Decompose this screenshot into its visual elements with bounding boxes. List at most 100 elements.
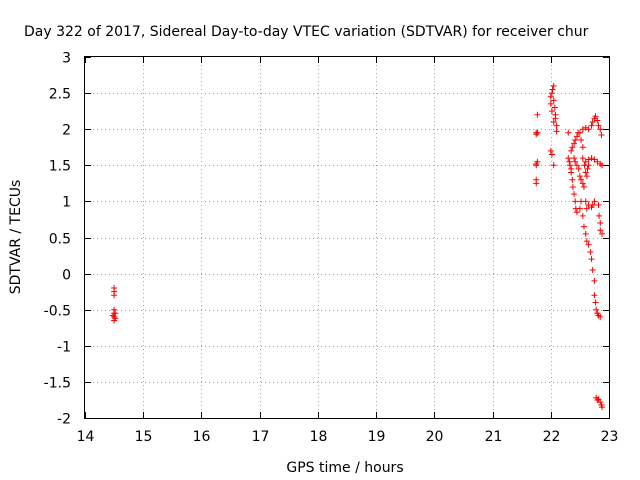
data-point bbox=[547, 147, 554, 154]
x-axis-label: GPS time / hours bbox=[286, 460, 403, 476]
y-tick-label: -2 bbox=[57, 412, 71, 428]
data-point bbox=[584, 165, 591, 172]
data-point bbox=[553, 122, 560, 129]
data-point bbox=[571, 155, 578, 162]
data-point bbox=[547, 100, 554, 107]
data-point bbox=[111, 292, 118, 299]
data-point bbox=[569, 144, 576, 151]
data-point bbox=[583, 205, 590, 212]
data-point bbox=[595, 122, 602, 129]
y-tick-label: -1 bbox=[57, 340, 71, 356]
data-point bbox=[550, 82, 557, 89]
data-point bbox=[592, 299, 599, 306]
y-tick-label: 1 bbox=[62, 195, 71, 211]
data-point bbox=[580, 183, 587, 190]
data-point bbox=[576, 129, 583, 136]
plot-frame bbox=[84, 56, 610, 419]
data-point bbox=[551, 104, 558, 111]
data-point bbox=[594, 117, 601, 124]
data-point bbox=[585, 241, 592, 248]
data-point bbox=[548, 108, 555, 115]
data-point bbox=[569, 176, 576, 183]
data-point bbox=[578, 137, 585, 144]
y-tick-label: 1.5 bbox=[49, 159, 71, 175]
data-point bbox=[595, 202, 602, 209]
data-point bbox=[572, 137, 579, 144]
data-point bbox=[566, 162, 573, 169]
grid bbox=[85, 57, 609, 418]
data-point bbox=[587, 248, 594, 255]
data-point bbox=[598, 131, 605, 138]
x-tick-label: 21 bbox=[485, 429, 503, 445]
x-tick-label: 20 bbox=[426, 429, 444, 445]
data-point bbox=[579, 180, 586, 187]
data-point bbox=[568, 169, 575, 176]
data-point bbox=[549, 86, 556, 93]
data-point bbox=[597, 220, 604, 227]
data-point bbox=[573, 162, 580, 169]
data-point bbox=[589, 266, 596, 273]
data-point bbox=[550, 118, 557, 125]
x-tick-label: 19 bbox=[368, 429, 386, 445]
data-point bbox=[579, 212, 586, 219]
chart-title: Day 322 of 2017, Sidereal Day-to-day VTE… bbox=[24, 24, 589, 40]
axis-ticks: 14 15 16 17 18 19 20 21 22 23 3 2.5 2 1.5 1 0.5 0 -0.5 -1 -… bbox=[44, 51, 619, 446]
data-point bbox=[548, 90, 555, 97]
data-point bbox=[547, 93, 554, 100]
data-point bbox=[589, 202, 596, 209]
x-tick-label: 22 bbox=[543, 429, 561, 445]
x-tick-label: 23 bbox=[601, 429, 619, 445]
data-point bbox=[534, 111, 541, 118]
data-point bbox=[552, 115, 559, 122]
data-point bbox=[585, 126, 592, 133]
data-point bbox=[597, 126, 604, 133]
data-point bbox=[573, 133, 580, 140]
data-point bbox=[591, 198, 598, 205]
data-point bbox=[599, 162, 606, 169]
data-point bbox=[565, 129, 572, 136]
data-point bbox=[572, 198, 579, 205]
y-tick-label: 0 bbox=[62, 268, 71, 284]
x-tick-label: 16 bbox=[193, 429, 211, 445]
data-point bbox=[553, 128, 560, 135]
data-point bbox=[566, 158, 573, 165]
data-point bbox=[583, 238, 590, 245]
data-point bbox=[591, 277, 598, 284]
data-point bbox=[580, 223, 587, 230]
data-point bbox=[550, 162, 557, 169]
data-points bbox=[109, 82, 606, 411]
data-point bbox=[579, 126, 586, 133]
data-point bbox=[548, 151, 555, 158]
data-point bbox=[588, 155, 595, 162]
data-point bbox=[569, 183, 576, 190]
data-point bbox=[593, 306, 600, 313]
x-tick-label: 17 bbox=[252, 429, 270, 445]
data-point bbox=[565, 155, 572, 162]
y-tick-label: 2 bbox=[62, 123, 71, 139]
data-point bbox=[571, 191, 578, 198]
data-point bbox=[588, 122, 595, 129]
data-point bbox=[534, 129, 541, 136]
data-point bbox=[533, 131, 540, 138]
data-point bbox=[596, 212, 603, 219]
data-point bbox=[571, 140, 578, 147]
data-point bbox=[572, 158, 579, 165]
y-tick-label: 2.5 bbox=[49, 87, 71, 103]
data-point bbox=[582, 124, 589, 131]
data-point bbox=[578, 176, 585, 183]
y-tick-label: -1.5 bbox=[44, 376, 71, 392]
y-axis-label: SDTVAR / TECUs bbox=[8, 180, 24, 295]
data-point bbox=[583, 173, 590, 180]
data-point bbox=[579, 144, 586, 151]
y-tick-label: 3 bbox=[62, 51, 71, 67]
data-point bbox=[582, 198, 589, 205]
data-point bbox=[575, 165, 582, 172]
data-point bbox=[533, 180, 540, 187]
data-point bbox=[588, 256, 595, 263]
data-point bbox=[579, 155, 586, 162]
data-point bbox=[599, 230, 606, 237]
data-point bbox=[573, 209, 580, 216]
x-tick-label: 15 bbox=[135, 429, 153, 445]
data-point bbox=[534, 158, 541, 165]
data-point bbox=[585, 162, 592, 169]
